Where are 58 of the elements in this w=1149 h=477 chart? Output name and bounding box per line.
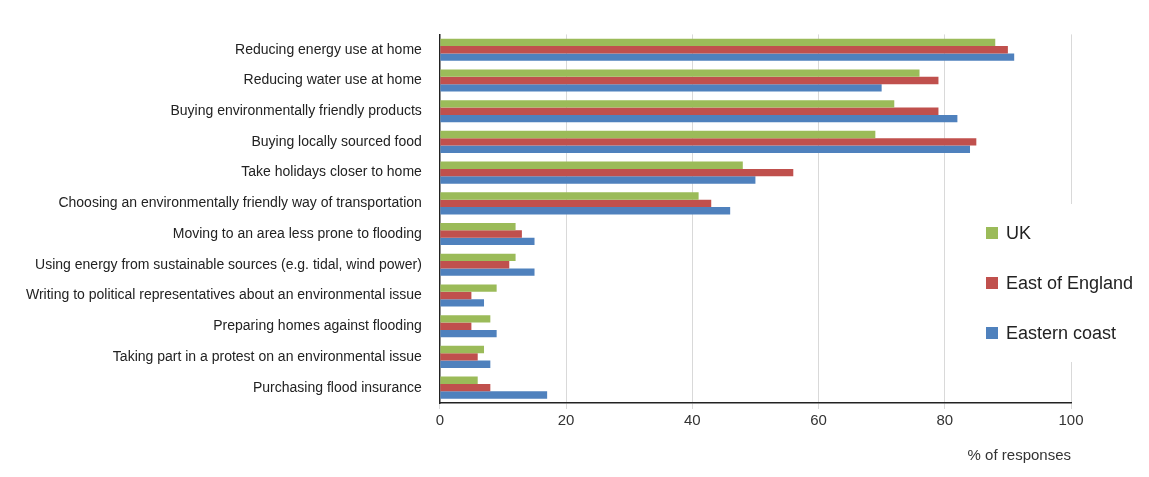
y-tick-label: Take holidays closer to home	[241, 163, 423, 180]
y-tick-label: Taking part in a protest on an environmental issue	[112, 347, 423, 364]
bar	[440, 84, 882, 92]
y-tick-label: Buying locally sourced food	[251, 132, 422, 149]
bar	[440, 138, 977, 146]
y-tick-label: Writing to political representatives about an environmental issue	[26, 286, 423, 303]
y-tick-label: Purchasing flood insurance	[252, 378, 423, 395]
x-tick-label: 100	[1058, 411, 1084, 429]
bar	[440, 291, 472, 300]
y-tick-label: Reducing energy use at home	[235, 40, 423, 57]
bar	[440, 46, 1008, 54]
bar	[440, 360, 491, 368]
bar	[440, 76, 939, 85]
y-tick-label: Reducing water use at home	[243, 71, 423, 88]
bar	[440, 322, 472, 330]
bar	[440, 315, 491, 323]
bar	[440, 345, 485, 354]
x-tick-label: 0	[435, 411, 445, 429]
bar	[440, 53, 1015, 61]
bar	[440, 284, 497, 292]
bar	[440, 391, 548, 399]
legend-label: East of England	[1006, 272, 1134, 294]
bar	[440, 268, 535, 276]
bar	[440, 299, 485, 307]
bar	[440, 230, 522, 238]
bar	[440, 223, 516, 231]
bar	[440, 114, 958, 123]
bar	[440, 383, 491, 392]
legend-label: Eastern coast	[1006, 322, 1117, 344]
bar	[440, 253, 516, 262]
bar	[440, 69, 920, 77]
y-tick-label: Moving to an area less prone to flooding	[172, 224, 422, 241]
bar	[440, 176, 756, 184]
bar	[440, 130, 876, 139]
bar	[440, 100, 895, 108]
bar	[440, 237, 535, 246]
bar	[440, 376, 478, 384]
x-axis-title: % of responses	[967, 446, 1071, 464]
bar	[440, 199, 712, 208]
legend-label: UK	[1006, 222, 1032, 244]
bar	[440, 145, 971, 153]
y-tick-label: Choosing an environmentally friendly way of transportation	[58, 194, 422, 211]
bar	[440, 161, 743, 169]
x-tick-label: 20	[557, 411, 575, 429]
bar	[440, 192, 699, 200]
bar	[440, 207, 731, 215]
bar	[440, 329, 497, 338]
x-tick-label: 60	[810, 411, 827, 429]
x-tick-label: 40	[683, 411, 701, 429]
y-tick-label: Buying environmentally friendly products	[170, 102, 422, 119]
y-tick-label: Preparing homes against flooding	[213, 317, 422, 334]
bar	[440, 261, 510, 269]
bar	[440, 168, 794, 177]
bar	[440, 38, 996, 47]
x-tick-label: 80	[936, 411, 954, 429]
y-tick-label: Using energy from sustainable sources (e.g. tidal, wind power)	[35, 255, 422, 272]
bar	[440, 353, 478, 361]
bar	[440, 107, 939, 115]
